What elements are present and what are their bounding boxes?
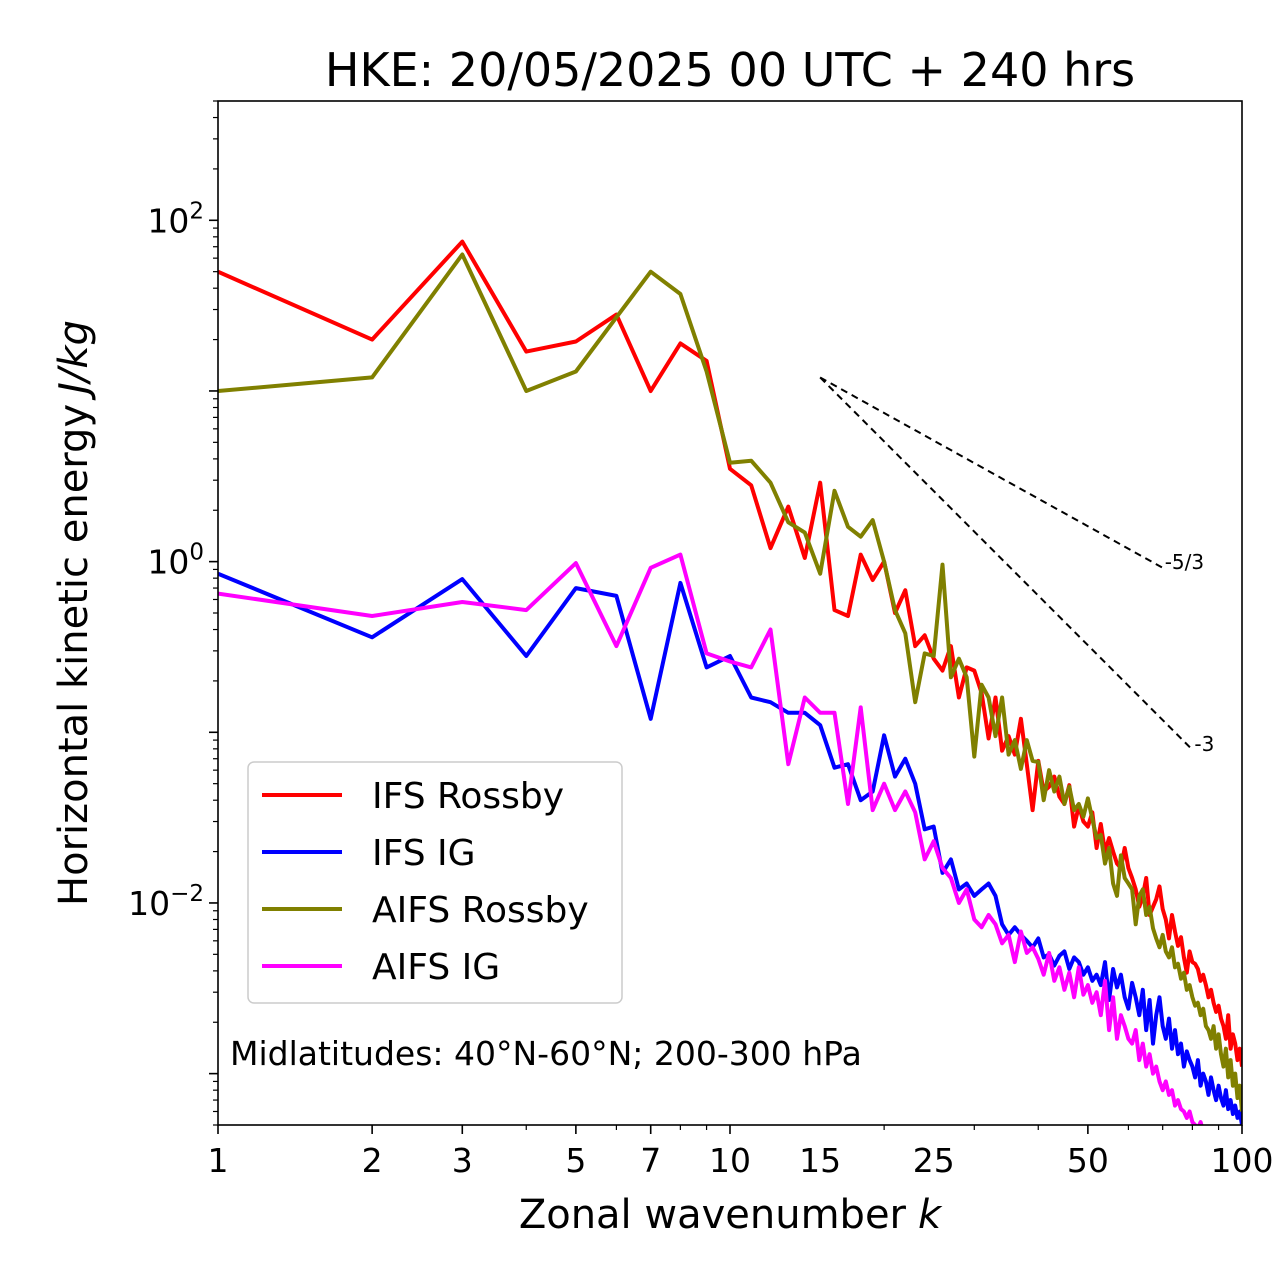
plot-area: -5/3 -3 <box>218 239 1242 1125</box>
x-axis-title-text: Zonal wavenumber <box>519 1192 907 1238</box>
legend-box <box>247 761 623 1004</box>
reference-slope-label-1: -3 <box>1194 732 1214 756</box>
region-annotation: Midlatitudes: 40°N-60°N; 200-300 hPa <box>230 1034 862 1073</box>
legend-label-0: IFS Rossby <box>372 776 564 817</box>
legend-label-1: IFS IG <box>372 833 476 874</box>
y-tick-label: 100 <box>147 540 204 582</box>
chart-title: HKE: 20/05/2025 00 UTC + 240 hrs <box>325 43 1135 97</box>
series-line-1 <box>218 571 1242 1125</box>
x-tick-label: 5 <box>565 1141 586 1180</box>
legend: IFS Rossby IFS IG AIFS Rossby AIFS IG <box>247 761 623 1004</box>
x-tick-label: 15 <box>799 1141 841 1180</box>
series-lines <box>218 239 1242 1125</box>
x-axis-variable: k <box>918 1192 943 1238</box>
reference-slope-label-0: -5/3 <box>1165 550 1204 574</box>
x-tick-label: 25 <box>913 1141 955 1180</box>
x-tick-label: 50 <box>1067 1141 1109 1180</box>
x-axis-ticks: 1 2 3 5 7 10 15 25 50 100 <box>208 1125 1274 1180</box>
x-tick-label: 2 <box>362 1141 383 1180</box>
series-line-2 <box>218 252 1242 1112</box>
x-tick-label: 10 <box>709 1141 751 1180</box>
y-axis-unit: J/kg <box>51 320 97 401</box>
x-tick-label: 3 <box>452 1141 473 1180</box>
reference-slope-line-1 <box>819 376 1194 751</box>
y-tick-label: 10−2 <box>128 881 204 923</box>
legend-label-2: AIFS Rossby <box>372 890 589 931</box>
x-tick-label: 7 <box>640 1141 661 1180</box>
y-tick-label: 102 <box>147 198 204 240</box>
series-line-3 <box>218 552 1204 1125</box>
y-axis-title: Horizontal kinetic energyJ/kg <box>51 320 97 906</box>
reference-slope-lines: -5/3 -3 <box>819 376 1214 756</box>
legend-label-3: AIFS IG <box>372 947 500 988</box>
x-tick-label: 100 <box>1211 1141 1274 1180</box>
x-axis-title: Zonal wavenumber k <box>519 1192 943 1238</box>
reference-slope-line-0 <box>819 376 1164 569</box>
x-tick-label: 1 <box>208 1141 229 1180</box>
y-axis-ticks: 10−2 100 102 <box>128 100 218 1126</box>
series-line-0 <box>218 239 1242 1067</box>
y-axis-title-text: Horizontal kinetic energy <box>51 404 97 906</box>
